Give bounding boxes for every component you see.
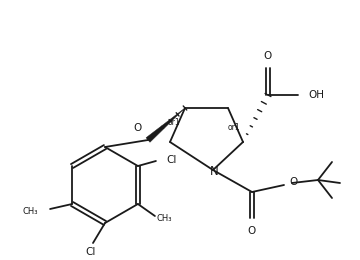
Text: or1: or1 bbox=[168, 118, 181, 127]
Text: N: N bbox=[210, 165, 219, 178]
Text: or1: or1 bbox=[228, 122, 240, 132]
Text: Cl: Cl bbox=[166, 155, 176, 165]
Text: Cl: Cl bbox=[86, 247, 96, 257]
Text: OH: OH bbox=[308, 90, 324, 100]
Text: O: O bbox=[264, 51, 272, 61]
Text: CH₃: CH₃ bbox=[157, 213, 172, 223]
Text: O: O bbox=[248, 226, 256, 236]
Polygon shape bbox=[146, 108, 185, 142]
Text: O: O bbox=[134, 123, 142, 133]
Text: O: O bbox=[289, 177, 297, 187]
Text: CH₃: CH₃ bbox=[23, 206, 38, 216]
